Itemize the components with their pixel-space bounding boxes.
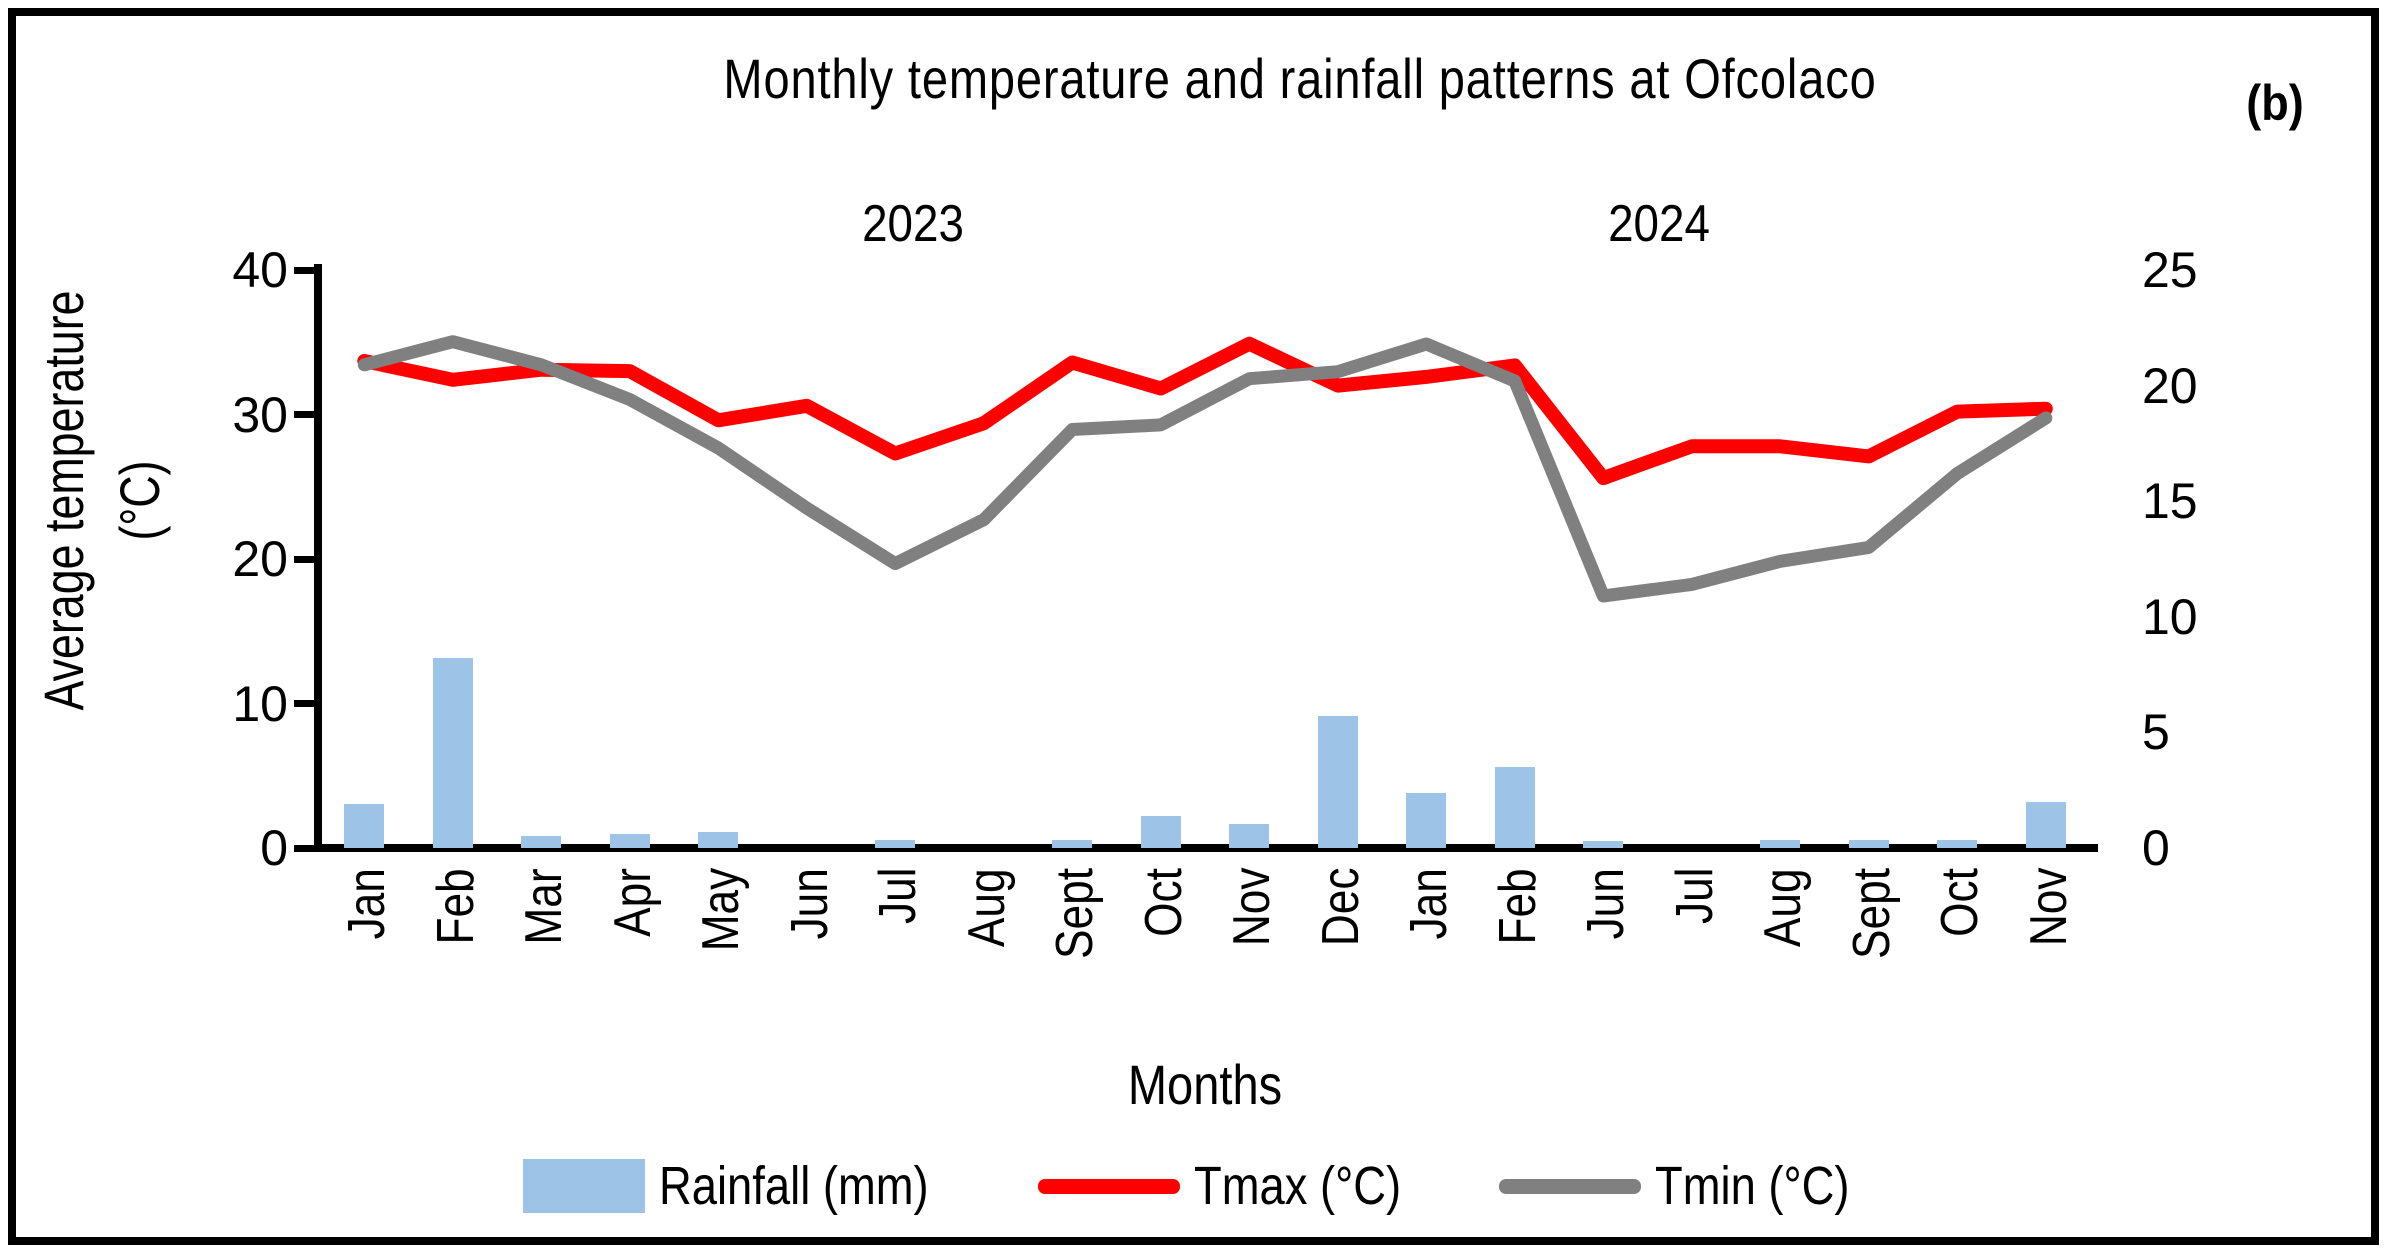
month-label: Jul: [1665, 868, 1724, 1044]
tmin-legend-line: [1499, 1178, 1642, 1194]
tmax-legend-line: [1038, 1178, 1181, 1194]
y-axis-tick-mark: [294, 555, 320, 563]
right-axis-tick-label: 0: [2142, 820, 2170, 876]
legend-item-tmin: Tmin (°C): [1499, 1155, 1887, 1217]
month-label-text: Sept: [1046, 868, 1105, 959]
y-axis-tick-label: 40: [232, 242, 288, 298]
rainfall-bar: [1848, 839, 1889, 848]
y-axis-tick-mark: [294, 700, 320, 707]
rainfall-bar: [609, 834, 650, 848]
temperature-lines-layer: [357, 335, 2053, 603]
panel-label: (b): [2246, 75, 2304, 131]
y-axis-title-line2: (°C): [108, 459, 171, 541]
month-label: Jan: [1399, 868, 1458, 1044]
month-label: Sept: [1842, 868, 1901, 1044]
right-axis-tick-label: 15: [2142, 473, 2198, 530]
month-label-text: Jun: [1577, 868, 1636, 940]
legend: Rainfall (mm) Tmax (°C) Tmin (°C): [320, 1146, 2090, 1226]
tmin-line: [357, 335, 2053, 603]
rainfall-bar: [521, 836, 562, 848]
month-label: Feb: [426, 868, 485, 1044]
month-label: Oct: [1930, 868, 1989, 1044]
month-label-text: Dec: [1311, 868, 1370, 947]
chart-frame: [8, 8, 2379, 1245]
month-label: Oct: [1134, 868, 1193, 1044]
rainfall-bar: [1317, 716, 1358, 848]
rainfall-bar: [1494, 767, 1535, 848]
month-label: Feb: [1488, 868, 1547, 1044]
month-label-text: Jul: [1665, 868, 1724, 925]
x-axis-line: [314, 844, 2098, 852]
legend-item-tmax: Tmax (°C): [1038, 1155, 1441, 1217]
rainfall-bar: [1229, 823, 1270, 848]
month-label-text: Jan: [1400, 868, 1459, 940]
legend-item-rainfall: Rainfall (mm): [523, 1155, 980, 1217]
month-label-text: Feb: [426, 868, 485, 945]
month-label-text: Nov: [1223, 868, 1282, 947]
month-label-text: Jul: [869, 868, 928, 925]
month-label-text: Oct: [1134, 868, 1193, 937]
month-label-text: Oct: [1931, 868, 1990, 937]
rainfall-bar: [1052, 839, 1093, 848]
month-label-text: Aug: [957, 868, 1016, 947]
month-label-text: Apr: [603, 868, 662, 937]
month-label: Apr: [603, 868, 662, 1044]
y-axis-tick-label: 30: [232, 386, 288, 443]
month-label: Aug: [1753, 868, 1812, 1044]
rainfall-bar: [1583, 841, 1624, 848]
rainfall-bar: [1937, 839, 1978, 848]
right-axis-tick-label: 10: [2142, 588, 2198, 645]
y-axis-tick-label: 20: [232, 531, 288, 587]
y-axis-tick-mark: [294, 411, 320, 418]
y-axis-tick-label: 10: [232, 675, 288, 732]
x-axis-title: Months: [1127, 1053, 1283, 1116]
month-label-text: Nov: [2019, 868, 2078, 947]
right-axis-tick-label: 20: [2142, 357, 2198, 414]
rainfall-legend-label: Rainfall (mm): [659, 1156, 930, 1216]
month-label-text: Jan: [338, 868, 397, 940]
month-label: Jul: [868, 868, 927, 1044]
right-axis-tick-label: 5: [2142, 704, 2170, 761]
y-axis-tick-mark: [294, 844, 320, 852]
month-label-text: Jun: [780, 868, 839, 940]
month-label-text: Mar: [515, 868, 574, 945]
rainfall-bar: [344, 804, 385, 848]
rainfall-bar: [1406, 792, 1447, 848]
y-axis-tick-label: 0: [260, 820, 288, 876]
tmax-line: [357, 336, 2053, 486]
rainfall-bar: [1140, 815, 1181, 848]
right-axis-tick-label: 25: [2142, 242, 2198, 298]
month-label: Jan: [337, 868, 396, 1044]
y-axis-title-line1: Average temperature: [32, 289, 95, 711]
month-label-text: May: [692, 868, 751, 952]
rainfall-bar: [2025, 801, 2066, 848]
tmin-legend-label: Tmin (°C): [1655, 1156, 1850, 1216]
month-label: Nov: [2019, 868, 2078, 1044]
month-label: Jun: [780, 868, 839, 1044]
rainfall-legend-swatch: [523, 1159, 646, 1213]
month-label: Aug: [957, 868, 1016, 1044]
rainfall-bar: [432, 658, 473, 848]
chart-title: Monthly temperature and rainfall pattern…: [723, 47, 1877, 110]
month-label: Sept: [1045, 868, 1104, 1044]
month-label: Mar: [514, 868, 573, 1044]
month-label: Jun: [1576, 868, 1635, 1044]
month-label: May: [691, 868, 750, 1044]
month-label: Nov: [1222, 868, 1281, 1044]
year-label-2024: 2024: [1608, 195, 1710, 253]
year-label-2023: 2023: [862, 195, 964, 253]
rainfall-bar: [1760, 839, 1801, 848]
month-label: Dec: [1311, 868, 1370, 1044]
rainfall-bar: [698, 831, 739, 848]
y-axis-tick-mark: [294, 266, 320, 274]
tmax-legend-label: Tmax (°C): [1194, 1156, 1402, 1216]
month-label-text: Aug: [1754, 868, 1813, 947]
month-label-text: Feb: [1488, 868, 1547, 945]
month-label-text: Sept: [1842, 868, 1901, 959]
rainfall-bar: [875, 839, 916, 848]
